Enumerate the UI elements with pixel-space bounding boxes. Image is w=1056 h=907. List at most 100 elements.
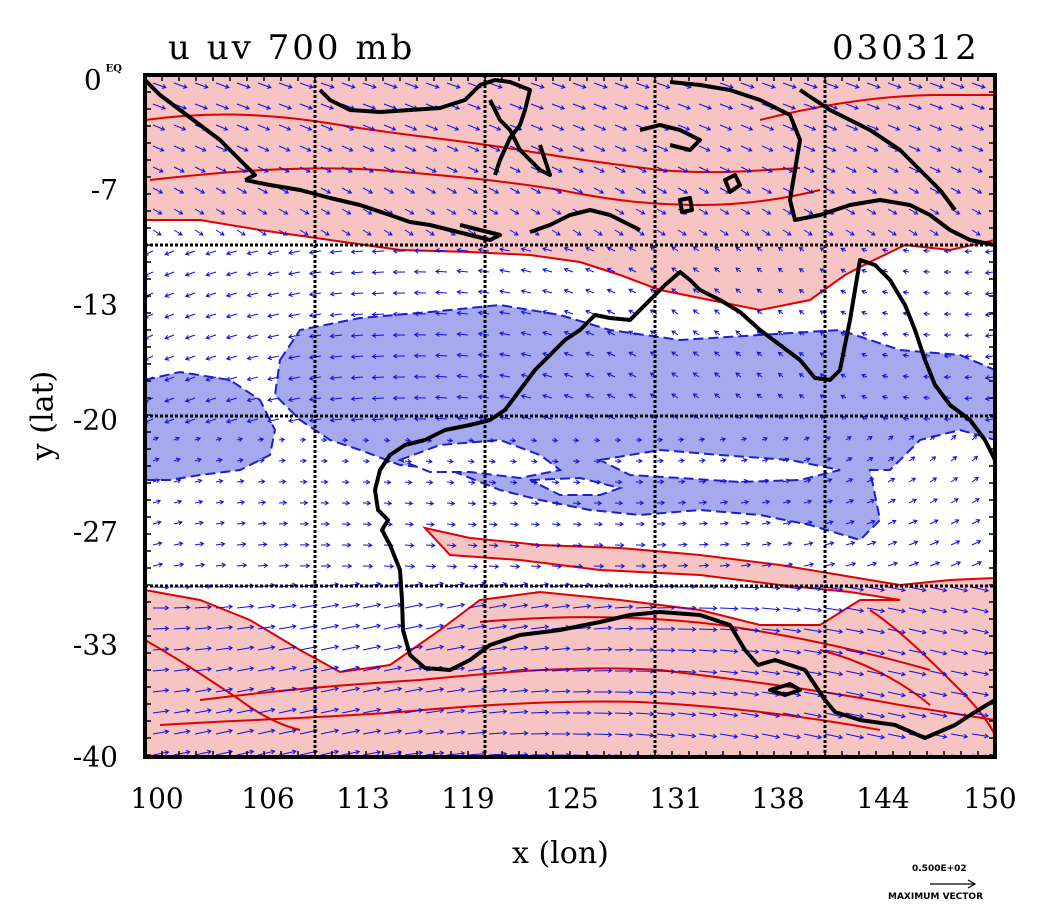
wind-vector — [782, 145, 795, 152]
coastline-tasmania — [768, 682, 802, 697]
wind-vector — [152, 646, 170, 652]
wind-vector — [225, 313, 238, 319]
wind-vector — [636, 500, 645, 506]
wind-vector — [614, 500, 624, 506]
wind-vector — [467, 666, 487, 672]
wind-vector — [236, 749, 255, 756]
wind-vector — [404, 458, 412, 464]
wind-vector — [585, 309, 595, 315]
wind-vector — [866, 691, 886, 698]
wind-vector — [964, 332, 973, 338]
wind-vector — [164, 376, 175, 382]
wind-vector — [383, 103, 398, 110]
wind-vector — [425, 166, 437, 173]
wind-vector — [446, 124, 460, 131]
wind-vector — [321, 521, 330, 527]
wind-vector — [341, 707, 361, 714]
wind-vector — [257, 707, 276, 714]
x-tick-label-0: 100 — [130, 782, 184, 815]
y-axis-label: y (lat) — [25, 370, 61, 461]
wind-vector — [520, 247, 532, 252]
wind-vector — [509, 688, 529, 694]
wind-vector — [299, 500, 309, 506]
wind-vector — [341, 749, 361, 756]
wind-vector — [530, 103, 545, 110]
y-tick-value: 0 — [83, 63, 102, 97]
wind-vector — [299, 458, 307, 464]
coastline-new-guinea — [669, 80, 995, 247]
wind-vector — [692, 372, 700, 378]
wind-vector — [887, 628, 906, 635]
wind-vector — [593, 668, 613, 674]
wind-vector — [520, 331, 532, 336]
wind-vector — [446, 602, 466, 609]
wind-vector — [803, 82, 818, 89]
wind-vector — [257, 542, 268, 548]
wind-vector — [383, 644, 403, 651]
wind-vector — [530, 437, 538, 443]
wind-vector — [278, 521, 288, 527]
wind-vector — [530, 521, 540, 527]
wind-vector — [488, 563, 500, 569]
wind-vector — [509, 208, 520, 215]
wind-vector — [950, 498, 959, 504]
wind-vector — [435, 311, 448, 317]
wind-vector — [446, 187, 458, 194]
wind-vector — [257, 749, 276, 756]
wind-vector — [950, 477, 959, 483]
wind-vector — [488, 522, 498, 527]
wind-vector — [845, 478, 854, 483]
wind-vector — [845, 229, 855, 236]
wind-vector — [606, 309, 616, 315]
wind-vector — [887, 540, 898, 546]
wind-vector — [542, 372, 553, 378]
wind-vector — [383, 145, 396, 152]
wind-vector — [236, 603, 255, 609]
wind-vector — [542, 330, 553, 336]
wind-vector — [761, 733, 781, 740]
wind-vector — [362, 82, 377, 89]
wind-vector — [824, 670, 844, 677]
wind-vector — [614, 668, 634, 674]
wind-vector — [321, 437, 328, 443]
wind-vector — [413, 248, 427, 254]
wind-vector — [887, 477, 896, 483]
wind-vector — [593, 689, 613, 695]
wind-vector — [551, 710, 571, 716]
wind-vector — [719, 648, 739, 654]
wind-vector — [861, 247, 868, 253]
wind-vector — [362, 166, 374, 173]
wind-vector — [824, 436, 831, 441]
wind-vector — [971, 208, 982, 215]
wind-vector — [246, 292, 259, 298]
wind-vector — [329, 417, 343, 423]
wind-vector — [152, 750, 170, 756]
coastline-small-isle — [723, 173, 742, 194]
wind-vector — [152, 436, 159, 442]
wind-vector — [861, 352, 868, 358]
wind-vector — [236, 208, 247, 215]
wind-vector — [488, 666, 508, 672]
wind-vector — [777, 330, 784, 336]
wind-vector — [173, 229, 183, 236]
wind-vector — [824, 520, 834, 525]
wind-vector — [194, 645, 212, 651]
wind-vector — [782, 499, 792, 505]
wind-vector — [761, 670, 781, 676]
wind-vector — [950, 586, 969, 593]
wind-vector — [164, 334, 175, 340]
wind-vector — [341, 542, 352, 548]
wind-vector — [971, 124, 985, 131]
wind-vector — [887, 229, 897, 236]
wind-vector — [782, 649, 802, 655]
wind-vector — [499, 331, 511, 337]
wind-vector — [488, 208, 499, 215]
wind-vector — [257, 500, 267, 505]
wind-vector — [950, 187, 962, 194]
wind-vector — [435, 395, 448, 401]
wind-vector — [563, 309, 574, 315]
wind-vector — [656, 208, 667, 215]
wind-vector — [236, 82, 251, 89]
wind-vector — [572, 500, 582, 506]
wind-vector — [861, 268, 868, 274]
